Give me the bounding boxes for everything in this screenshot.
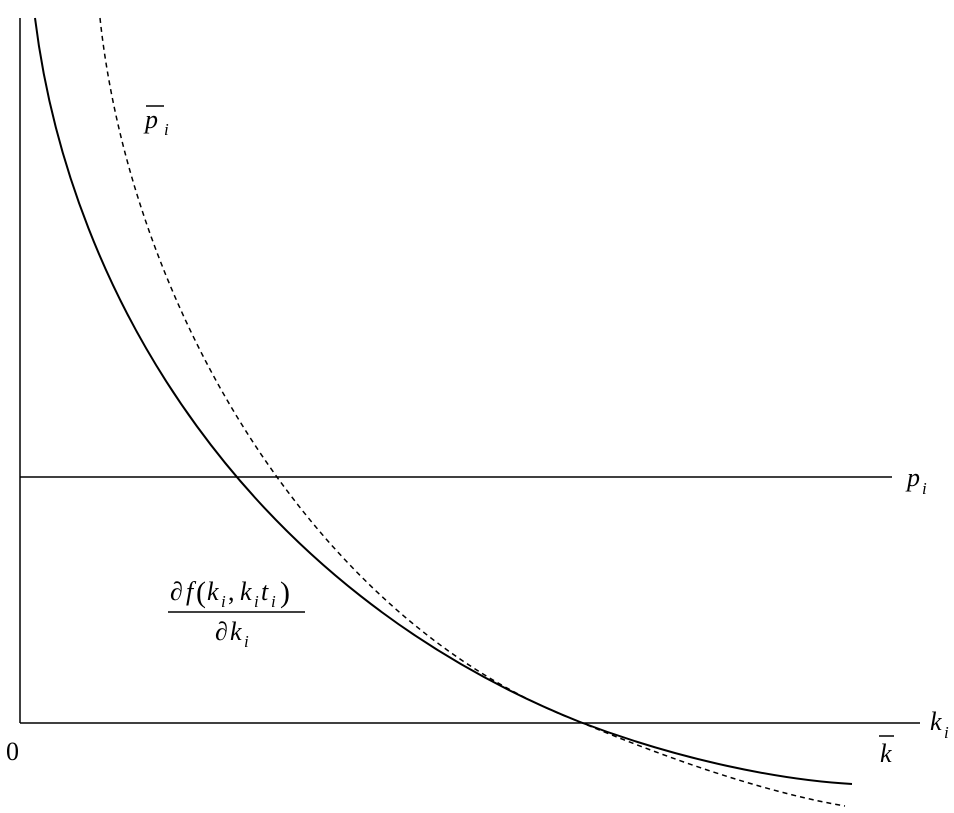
price-label: p [905, 463, 920, 492]
mp-k3-sub: i [244, 632, 249, 651]
mp-partial-numerator: ∂ [170, 577, 183, 606]
x-axis-label: k [930, 707, 942, 736]
mp-k3: k [230, 617, 242, 646]
mp-k2: k [240, 577, 252, 606]
mp-partial-denominator: ∂ [215, 617, 228, 646]
mp-t: t [261, 577, 269, 606]
pbar-curve [99, 17, 846, 807]
x-axis-label-sub: i [944, 723, 949, 742]
mp-t-sub: i [271, 592, 276, 611]
origin-label: 0 [6, 737, 19, 766]
kbar-label: k [880, 739, 892, 768]
mp-lparen: ( [196, 576, 206, 609]
mp-comma: , [228, 577, 235, 606]
mp-rparen: ) [280, 576, 290, 609]
mp-f: f [186, 577, 197, 606]
mp-k1: k [207, 577, 219, 606]
mp-k1-sub: i [221, 592, 226, 611]
marginal-product-label: ∂ f ( k i , k i t i ) ∂ k i [168, 576, 305, 651]
pbar-label-sub: i [164, 120, 169, 139]
price-label-sub: i [922, 479, 927, 498]
pbar-label: p [143, 105, 158, 134]
mp-k2-sub: i [254, 592, 259, 611]
marginal-product-curve [34, 17, 853, 785]
